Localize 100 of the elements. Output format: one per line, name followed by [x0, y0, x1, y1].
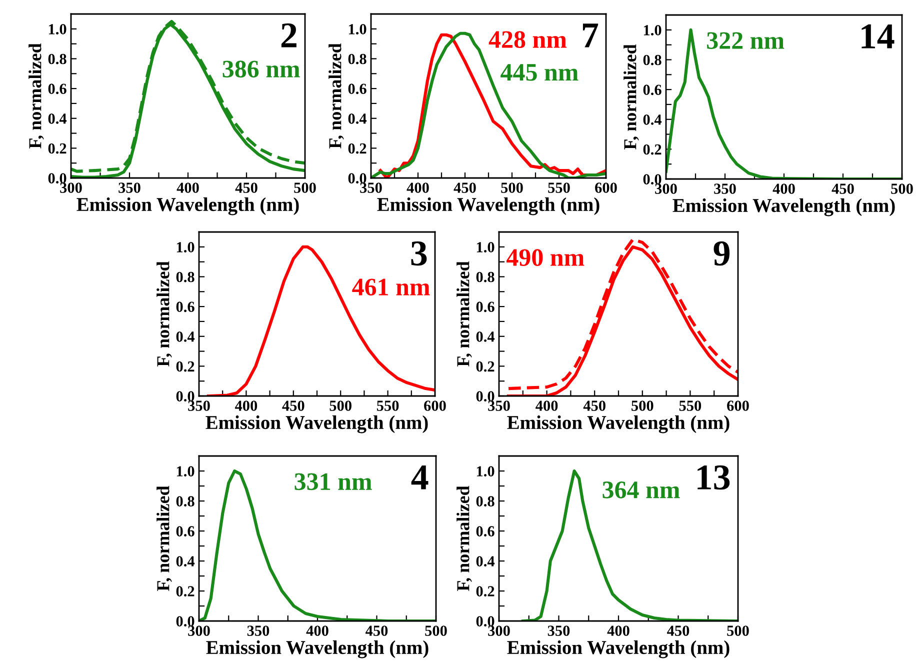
annotation: 445 nm	[500, 64, 578, 81]
y-tick-label: 0.0	[176, 391, 194, 402]
x-axis-title: Emission Wavelength (nm)	[206, 415, 428, 434]
chart-title: 4	[411, 466, 428, 490]
chart-title: 13	[698, 465, 730, 490]
chart-title: 3	[411, 241, 427, 266]
annotation: 364 nm	[602, 482, 680, 498]
annotation: 428 nm	[488, 31, 567, 48]
y-tick-label: 1.0	[176, 242, 194, 252]
x-tick-label: 600	[727, 400, 749, 411]
x-tick-label: 500	[891, 184, 913, 194]
y-tick-label: 0.2	[476, 361, 494, 372]
y-tick-label: 0.0	[643, 174, 662, 185]
y-tick-label: 0.6	[176, 302, 194, 312]
annotation: 461 nm	[352, 278, 430, 296]
y-tick-label: 0.0	[48, 173, 66, 184]
y-axis-title: F, normalized	[328, 43, 344, 149]
x-tick-label: 350	[548, 626, 570, 636]
annotation: 386 nm	[222, 60, 300, 78]
y-tick-label: 0.2	[176, 361, 194, 372]
y-tick-label: 1.0	[48, 24, 66, 34]
x-tick-label: 500	[632, 400, 654, 411]
x-tick-label: 400	[772, 184, 795, 194]
y-tick-label: 0.2	[348, 143, 366, 154]
y-tick-label: 0.4	[348, 114, 367, 124]
x-tick-label: 400	[234, 400, 258, 411]
x-tick-label: 500	[501, 182, 523, 193]
x-tick-label: 450	[235, 182, 258, 193]
y-tick-label: 0.6	[348, 84, 366, 94]
x-tick-label: 350	[360, 182, 382, 193]
x-tick-label: 600	[595, 182, 617, 193]
y-tick-label: 0.2	[476, 586, 494, 597]
y-axis-title: F, normalized	[156, 261, 172, 367]
x-tick-label: 400	[406, 182, 429, 193]
x-tick-label: 450	[454, 182, 476, 193]
x-tick-label: 350	[118, 182, 140, 193]
chart-title: 2	[281, 23, 296, 48]
y-axis-title: F, normalized	[456, 486, 472, 592]
x-tick-label: 350	[488, 400, 510, 411]
x-tick-label: 450	[667, 626, 690, 636]
x-axis-title: Emission Wavelength (nm)	[377, 197, 600, 216]
y-tick-label: 0.4	[476, 556, 495, 567]
y-tick-label: 0.8	[643, 54, 662, 66]
annotation: 490 nm	[506, 249, 584, 266]
x-tick-label: 450	[282, 400, 304, 411]
y-tick-label: 0.8	[348, 54, 366, 64]
x-tick-label: 400	[306, 626, 328, 636]
x-tick-label: 500	[425, 626, 447, 636]
x-tick-label: 500	[294, 182, 316, 193]
y-tick-label: 0.6	[176, 526, 194, 537]
y-tick-label: 0.8	[176, 496, 194, 507]
y-tick-label: 0.8	[476, 272, 494, 282]
x-tick-label: 500	[727, 626, 749, 636]
y-tick-label: 0.0	[476, 616, 494, 627]
y-tick-label: 0.6	[643, 84, 662, 96]
x-tick-label: 350	[714, 184, 736, 194]
y-tick-label: 1.0	[476, 242, 494, 252]
x-tick-label: 550	[376, 400, 399, 411]
x-axis-title: Emission Wavelength (nm)	[206, 640, 428, 658]
x-tick-label: 350	[188, 400, 210, 411]
y-tick-label: 0.6	[476, 302, 494, 312]
x-axis-title: Emission Wavelength (nm)	[76, 197, 299, 216]
x-tick-label: 300	[488, 626, 510, 636]
y-tick-label: 0.8	[476, 496, 494, 507]
x-tick-label: 400	[536, 400, 558, 411]
chart-title: 7	[582, 24, 598, 48]
x-axis-title: Emission Wavelength (nm)	[672, 198, 895, 216]
y-axis-title: F, normalized	[624, 44, 639, 150]
y-tick-label: 0.2	[48, 143, 66, 154]
x-tick-label: 400	[176, 182, 199, 193]
x-axis-title: Emission Wavelength (nm)	[507, 415, 730, 434]
y-tick-label: 0.0	[476, 391, 494, 402]
y-tick-label: 0.2	[643, 144, 662, 155]
x-tick-label: 450	[832, 184, 854, 194]
annotation: 322 nm	[707, 32, 784, 49]
y-tick-label: 1.0	[348, 24, 366, 34]
x-tick-label: 550	[548, 182, 570, 193]
annotation: 331 nm	[294, 473, 372, 490]
x-tick-label: 300	[188, 626, 210, 636]
y-tick-label: 1.0	[476, 466, 494, 477]
x-tick-label: 350	[247, 626, 270, 636]
y-tick-label: 0.8	[176, 272, 194, 282]
y-tick-label: 0.4	[176, 556, 195, 567]
x-tick-label: 450	[583, 400, 606, 411]
y-axis-title: F, normalized	[456, 261, 472, 367]
y-tick-label: 0.4	[176, 332, 195, 342]
y-tick-label: 0.4	[476, 332, 495, 342]
y-axis-title: F, normalized	[28, 43, 44, 149]
x-tick-label: 600	[424, 400, 446, 411]
x-axis-title: Emission Wavelength (nm)	[507, 640, 730, 658]
y-tick-label: 0.8	[48, 54, 66, 64]
y-tick-label: 0.0	[176, 616, 194, 627]
x-tick-label: 500	[330, 400, 352, 411]
y-tick-label: 1.0	[644, 25, 662, 36]
chart-title: 14	[862, 24, 894, 48]
chart-title: 9	[714, 241, 730, 266]
x-tick-label: 300	[655, 184, 677, 194]
y-tick-label: 0.6	[476, 526, 494, 537]
y-tick-label: 0.0	[348, 173, 366, 184]
x-tick-label: 450	[366, 626, 388, 636]
